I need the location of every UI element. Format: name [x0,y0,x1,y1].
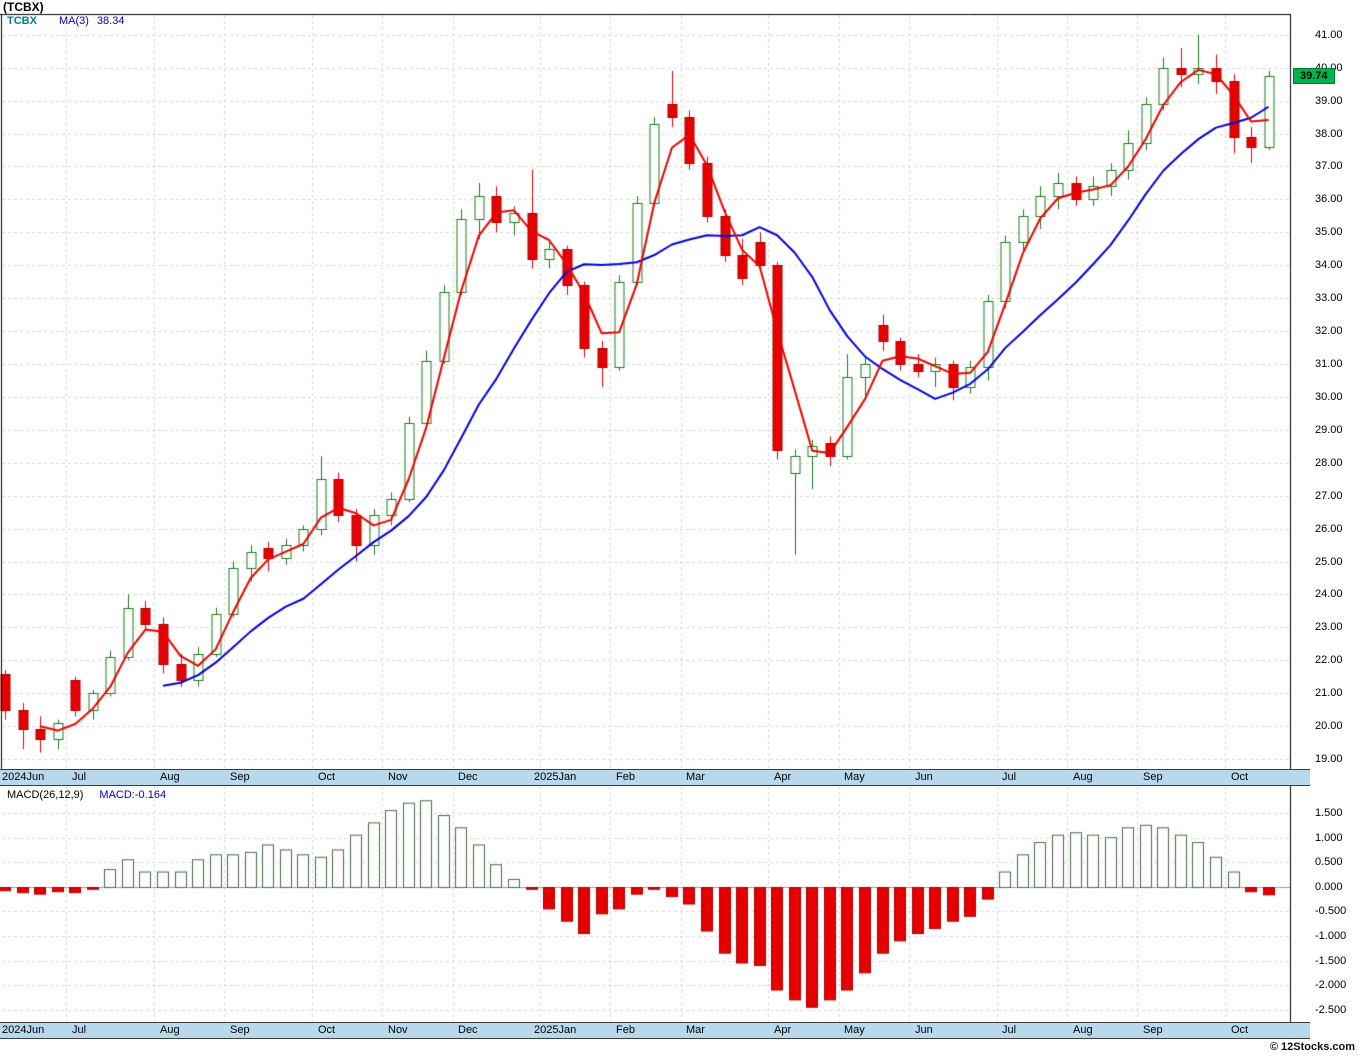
macd-axis-tick-label: 1.500 [1315,807,1343,819]
month-label: Nov [388,1024,408,1036]
month-label: 2025Jan [534,771,577,783]
macd-axis-tick-label: -1.500 [1315,955,1347,967]
price-axis-tick-label: 20.00 [1315,720,1343,732]
macd-axis-tick-label: 0.500 [1315,856,1343,868]
month-label: May [844,1024,865,1036]
price-axis-tick-label: 22.00 [1315,654,1343,666]
month-label: Dec [458,1024,478,1036]
month-label: Sep [230,1024,250,1036]
month-label: 2025Jan [534,1024,577,1036]
price-axis-tick-label: 35.00 [1315,226,1343,238]
month-label: 2024Jun [2,1024,45,1036]
month-label: Apr [774,771,792,783]
month-label: Mar [686,771,705,783]
month-label: Jul [1002,1024,1017,1036]
price-axis-tick-label: 21.00 [1315,687,1343,699]
price-axis-tick-label: 37.00 [1315,160,1343,172]
site-credit: © 12Stocks.com [1269,1041,1355,1053]
month-label: Aug [1073,771,1093,783]
month-label: 2024Jun [2,771,45,783]
price-axis-tick-label: 30.00 [1315,391,1343,403]
month-label: Sep [1143,771,1163,783]
macd-axis-tick-label: -0.500 [1315,905,1347,917]
price-axis-tick-label: 29.00 [1315,424,1343,436]
price-axis-tick-label: 28.00 [1315,457,1343,469]
month-label: Mar [686,1024,705,1036]
price-axis-tick-label: 23.00 [1315,621,1343,633]
month-label: Oct [318,1024,336,1036]
chart-title: (TCBX) [3,0,44,14]
month-axis-bottom: 2024Jun Jul Aug Sep Oct Nov Dec 2025Jan Feb Mar Ap… [0,1022,1310,1039]
price-axis-tick-label: 27.00 [1315,490,1343,502]
macd-legend: MACD(26,12,9) MACD:-0.164 [7,789,166,801]
month-label: Feb [616,771,635,783]
price-axis-tick-label: 31.00 [1315,358,1343,370]
month-label: Oct [1231,1024,1249,1036]
macd-value-label: MACD:-0.164 [99,789,167,801]
month-label: Oct [1231,771,1249,783]
macd-axis-tick-label: 1.000 [1315,832,1343,844]
macd-axis-tick-label: -2.000 [1315,979,1347,991]
month-label: Sep [1143,1024,1163,1036]
month-label: Jun [915,1024,933,1036]
last-price-badge: 39.74 [1293,68,1335,84]
macd-params-label: MACD(26,12,9) [7,789,84,801]
macd-axis-tick-label: 0.000 [1315,881,1343,893]
macd-axis-tick-label: -2.500 [1315,1004,1347,1016]
legend-ma-label: MA(3) [58,15,89,27]
price-axis-tick-label: 33.00 [1315,292,1343,304]
legend-ma-value: 38.34 [96,15,125,27]
price-axis-tick-label: 24.00 [1315,588,1343,600]
month-label: Oct [318,771,336,783]
month-axis-top: 2024Jun Jul Aug Sep Oct Nov Dec 2025Jan Feb Mar Ap… [0,769,1310,786]
main-chart-legend: TCBX MA(3) 38.34 [7,15,124,27]
price-axis-tick-label: 38.00 [1315,128,1343,140]
month-label: Feb [616,1024,635,1036]
month-label: May [844,771,865,783]
month-label: Aug [160,1024,180,1036]
macd-axis-tick-label: -1.000 [1315,930,1347,942]
month-label: Jul [1002,771,1017,783]
month-label: Nov [388,771,408,783]
month-label: Apr [774,1024,792,1036]
price-axis-tick-label: 19.00 [1315,753,1343,765]
month-label: Jul [72,1024,87,1036]
month-label: Jun [915,771,933,783]
price-axis-tick-label: 26.00 [1315,523,1343,535]
month-label: Aug [1073,1024,1093,1036]
price-axis-tick-label: 34.00 [1315,259,1343,271]
price-axis-tick-label: 32.00 [1315,325,1343,337]
price-axis-tick-label: 25.00 [1315,556,1343,568]
month-label: Jul [72,771,87,783]
price-axis-tick-label: 36.00 [1315,193,1343,205]
price-axis-tick-label: 39.00 [1315,95,1343,107]
month-label: Aug [160,771,180,783]
price-axis-tick-label: 41.00 [1315,29,1343,41]
month-label: Sep [230,771,250,783]
legend-symbol: TCBX [7,15,37,27]
month-label: Dec [458,771,478,783]
